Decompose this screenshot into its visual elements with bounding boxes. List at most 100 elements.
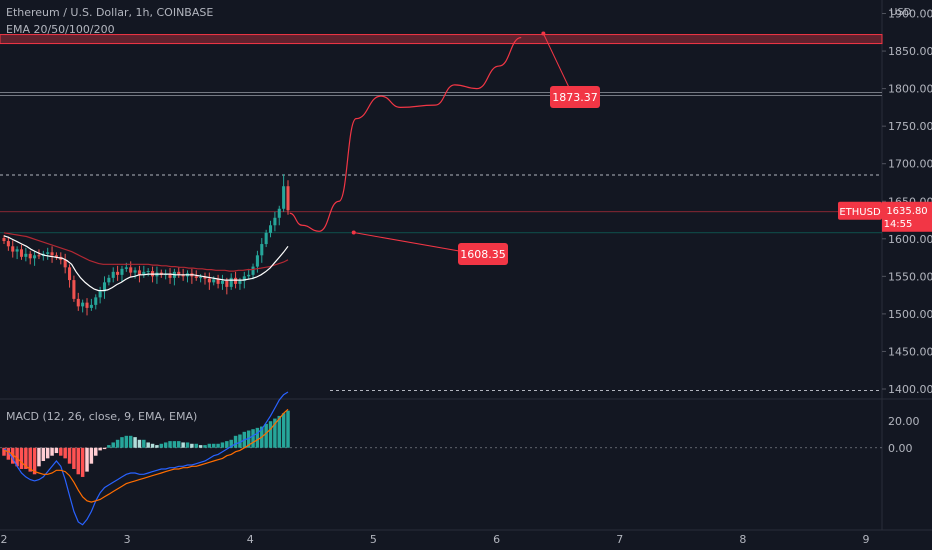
y-tick-label: 1450.00 (888, 345, 932, 358)
candle-body (251, 266, 255, 275)
candle-body (15, 249, 19, 252)
x-tick-label: 8 (739, 533, 746, 546)
macd-histogram-bar (172, 441, 177, 448)
ema-fast-line (3, 235, 289, 292)
macd-histogram-bar (24, 447, 28, 469)
candle-body (282, 186, 286, 209)
candle-body (194, 276, 198, 278)
candle-body (268, 225, 273, 233)
candle-body (277, 208, 281, 218)
macd-tick-label: 20.00 (888, 415, 920, 428)
macd-histogram-bar (89, 447, 94, 464)
macd-histogram-bar (107, 445, 111, 448)
macd-histogram-bar (115, 439, 120, 448)
candle-body (238, 280, 242, 284)
candle-body (63, 259, 67, 268)
candle-body (120, 268, 124, 275)
macd-histogram-bar (238, 434, 242, 448)
macd-histogram-bar (268, 421, 273, 448)
macd-histogram-bar (198, 445, 203, 448)
candle-body (28, 253, 32, 259)
candle-body (286, 186, 290, 211)
macd-histogram-bar (216, 443, 220, 448)
macd-histogram-bar (37, 447, 41, 467)
candle-body (116, 271, 120, 275)
candle-body (225, 280, 229, 287)
macd-histogram-bar (6, 447, 11, 460)
projection-curve (289, 36, 522, 232)
candle-body (199, 277, 203, 279)
candle-body (168, 274, 172, 278)
macd-histogram-bar (28, 447, 32, 472)
candle-body (247, 274, 251, 277)
macd-legend[interactable]: MACD (12, 26, close, 9, EMA, EMA) (6, 410, 198, 423)
macd-histogram-bar (63, 447, 67, 459)
candle-body (212, 279, 216, 283)
macd-histogram-bar (59, 447, 63, 456)
y-tick-label: 1850.00 (888, 45, 932, 58)
callout-anchor (351, 230, 356, 235)
candle-body (137, 270, 141, 275)
symbol-legend[interactable]: Ethereum / U.S. Dollar, 1h, COINBASE (6, 6, 214, 19)
candle-body (203, 277, 207, 279)
candle-body (50, 252, 54, 256)
macd-histogram-bar (211, 443, 216, 448)
macd-histogram-bar (233, 435, 238, 448)
currency-label: USD (890, 7, 912, 18)
y-tick-label: 1550.00 (888, 270, 932, 283)
countdown-label: 14:55 (884, 219, 913, 230)
candle-body (177, 271, 181, 275)
candle-body (107, 277, 111, 283)
candle-body (255, 255, 259, 267)
macd-histogram-bar (273, 418, 277, 448)
macd-histogram-bar (163, 442, 168, 448)
macd-histogram-bar (72, 447, 76, 469)
y-tick-label: 1500.00 (888, 308, 932, 321)
macd-histogram-bar (264, 423, 268, 448)
callout-box (550, 86, 600, 108)
macd-histogram-bar (185, 442, 190, 448)
macd-histogram-bar (203, 445, 207, 448)
candle-body (37, 255, 41, 257)
macd-tick-label: 0.00 (888, 442, 913, 455)
macd-histogram-bar (102, 447, 107, 450)
x-tick-label: 5 (370, 533, 377, 546)
macd-line (3, 391, 289, 526)
ema-legend[interactable]: EMA 20/50/100/200 (6, 23, 115, 36)
macd-histogram-bar (146, 442, 150, 448)
candle-body (68, 267, 72, 281)
symbol-tag (838, 201, 882, 220)
candle-body (133, 270, 137, 273)
price-tag-label: 1635.80 (886, 206, 927, 217)
candle-body (273, 217, 277, 226)
macd-histogram-bar (67, 447, 72, 464)
candle-body (181, 274, 185, 277)
macd-histogram-bar (10, 447, 15, 464)
candle-body (46, 252, 50, 254)
candle-body (24, 253, 28, 257)
candle-body (142, 271, 146, 275)
macd-histogram-bar (190, 443, 194, 448)
x-tick-label: 3 (124, 533, 131, 546)
candle-body (220, 280, 224, 284)
macd-histogram-bar (177, 441, 181, 448)
candle-body (94, 297, 98, 305)
candle-body (98, 291, 102, 298)
callout-box (458, 243, 508, 265)
callout-label: 1873.37 (552, 91, 598, 104)
macd-histogram-bar (137, 439, 142, 448)
candle-body (129, 267, 133, 273)
macd-histogram-bar (124, 435, 129, 448)
macd-histogram-bar (80, 447, 85, 477)
macd-histogram-bar (181, 442, 185, 448)
resistance-zone (0, 34, 883, 45)
macd-histogram-bar (54, 447, 59, 454)
candle-body (89, 304, 93, 308)
macd-histogram-bar (76, 447, 81, 475)
y-tick-label: 1750.00 (888, 120, 932, 133)
candle-body (102, 282, 107, 292)
ema-slow-line (3, 232, 289, 272)
signal-line (3, 408, 289, 503)
macd-histogram-bar (85, 447, 89, 472)
